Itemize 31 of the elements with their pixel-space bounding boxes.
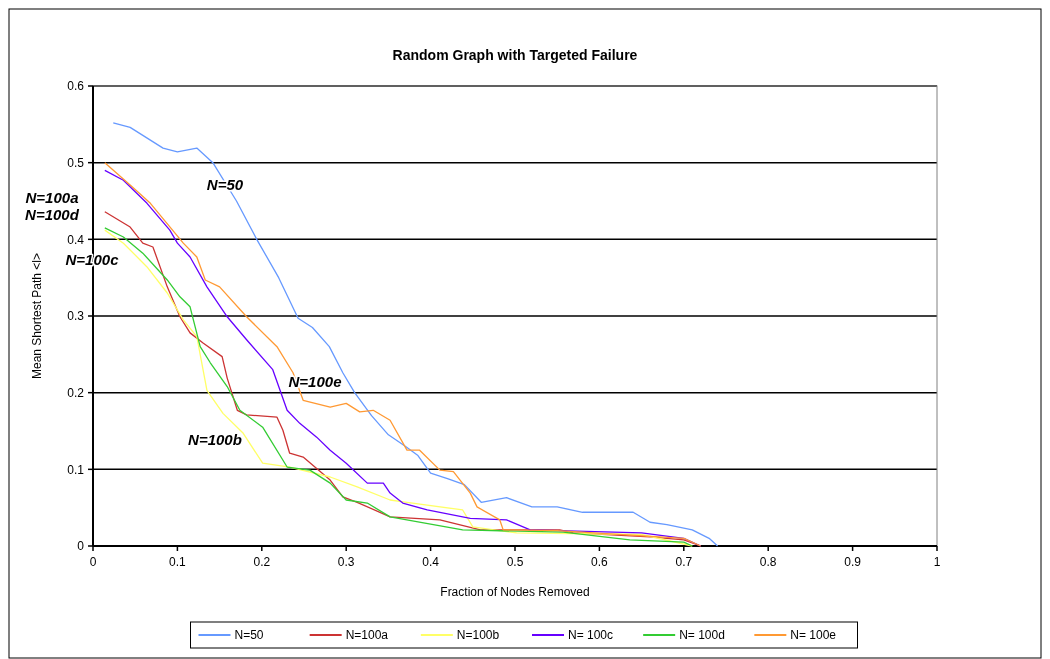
x-tick-label: 1 [933,555,941,569]
x-tick-label: 0.4 [422,555,440,569]
annotation: N=100b [188,431,242,449]
y-tick-label: 0.3 [67,309,85,324]
y-tick-label: 0.2 [67,385,85,400]
x-tick-label: 0.7 [675,555,693,569]
y-axis-title: Mean Shortest Path <l> [30,252,44,380]
text: N=100a [25,189,79,207]
y-tick-label: 0 [77,539,85,554]
x-tick-label: 0.3 [337,555,355,569]
x-tick-label: 0.2 [253,555,271,569]
annotation: N=50 [206,176,244,194]
legend-label: N=100b [456,628,500,643]
x-axis-title: Fraction of Nodes Removed [440,585,590,599]
y-tick-label: 0.4 [67,232,85,247]
chart-title: Random Graph with Targeted Failure [392,47,638,63]
legend-label: N= 100c [568,628,614,643]
legend-label: N= 100e [790,628,837,643]
legend-label: N= 100d [679,628,725,643]
y-tick-label: 0.6 [67,79,85,94]
legend-label: N=50 [234,628,264,643]
x-tick-label: 0.8 [759,555,777,569]
x-tick-label: 0.6 [591,555,609,569]
y-tick-label: 0.1 [67,462,85,477]
x-tick-label: 0.5 [506,555,524,569]
x-tick-label: 0 [89,555,97,569]
x-tick-label: 0.1 [169,555,187,569]
legend-label: N=100a [345,628,389,643]
y-tick-label: 0.5 [67,155,85,170]
x-tick-label: 0.9 [844,555,862,569]
text: N=100d [25,206,80,224]
